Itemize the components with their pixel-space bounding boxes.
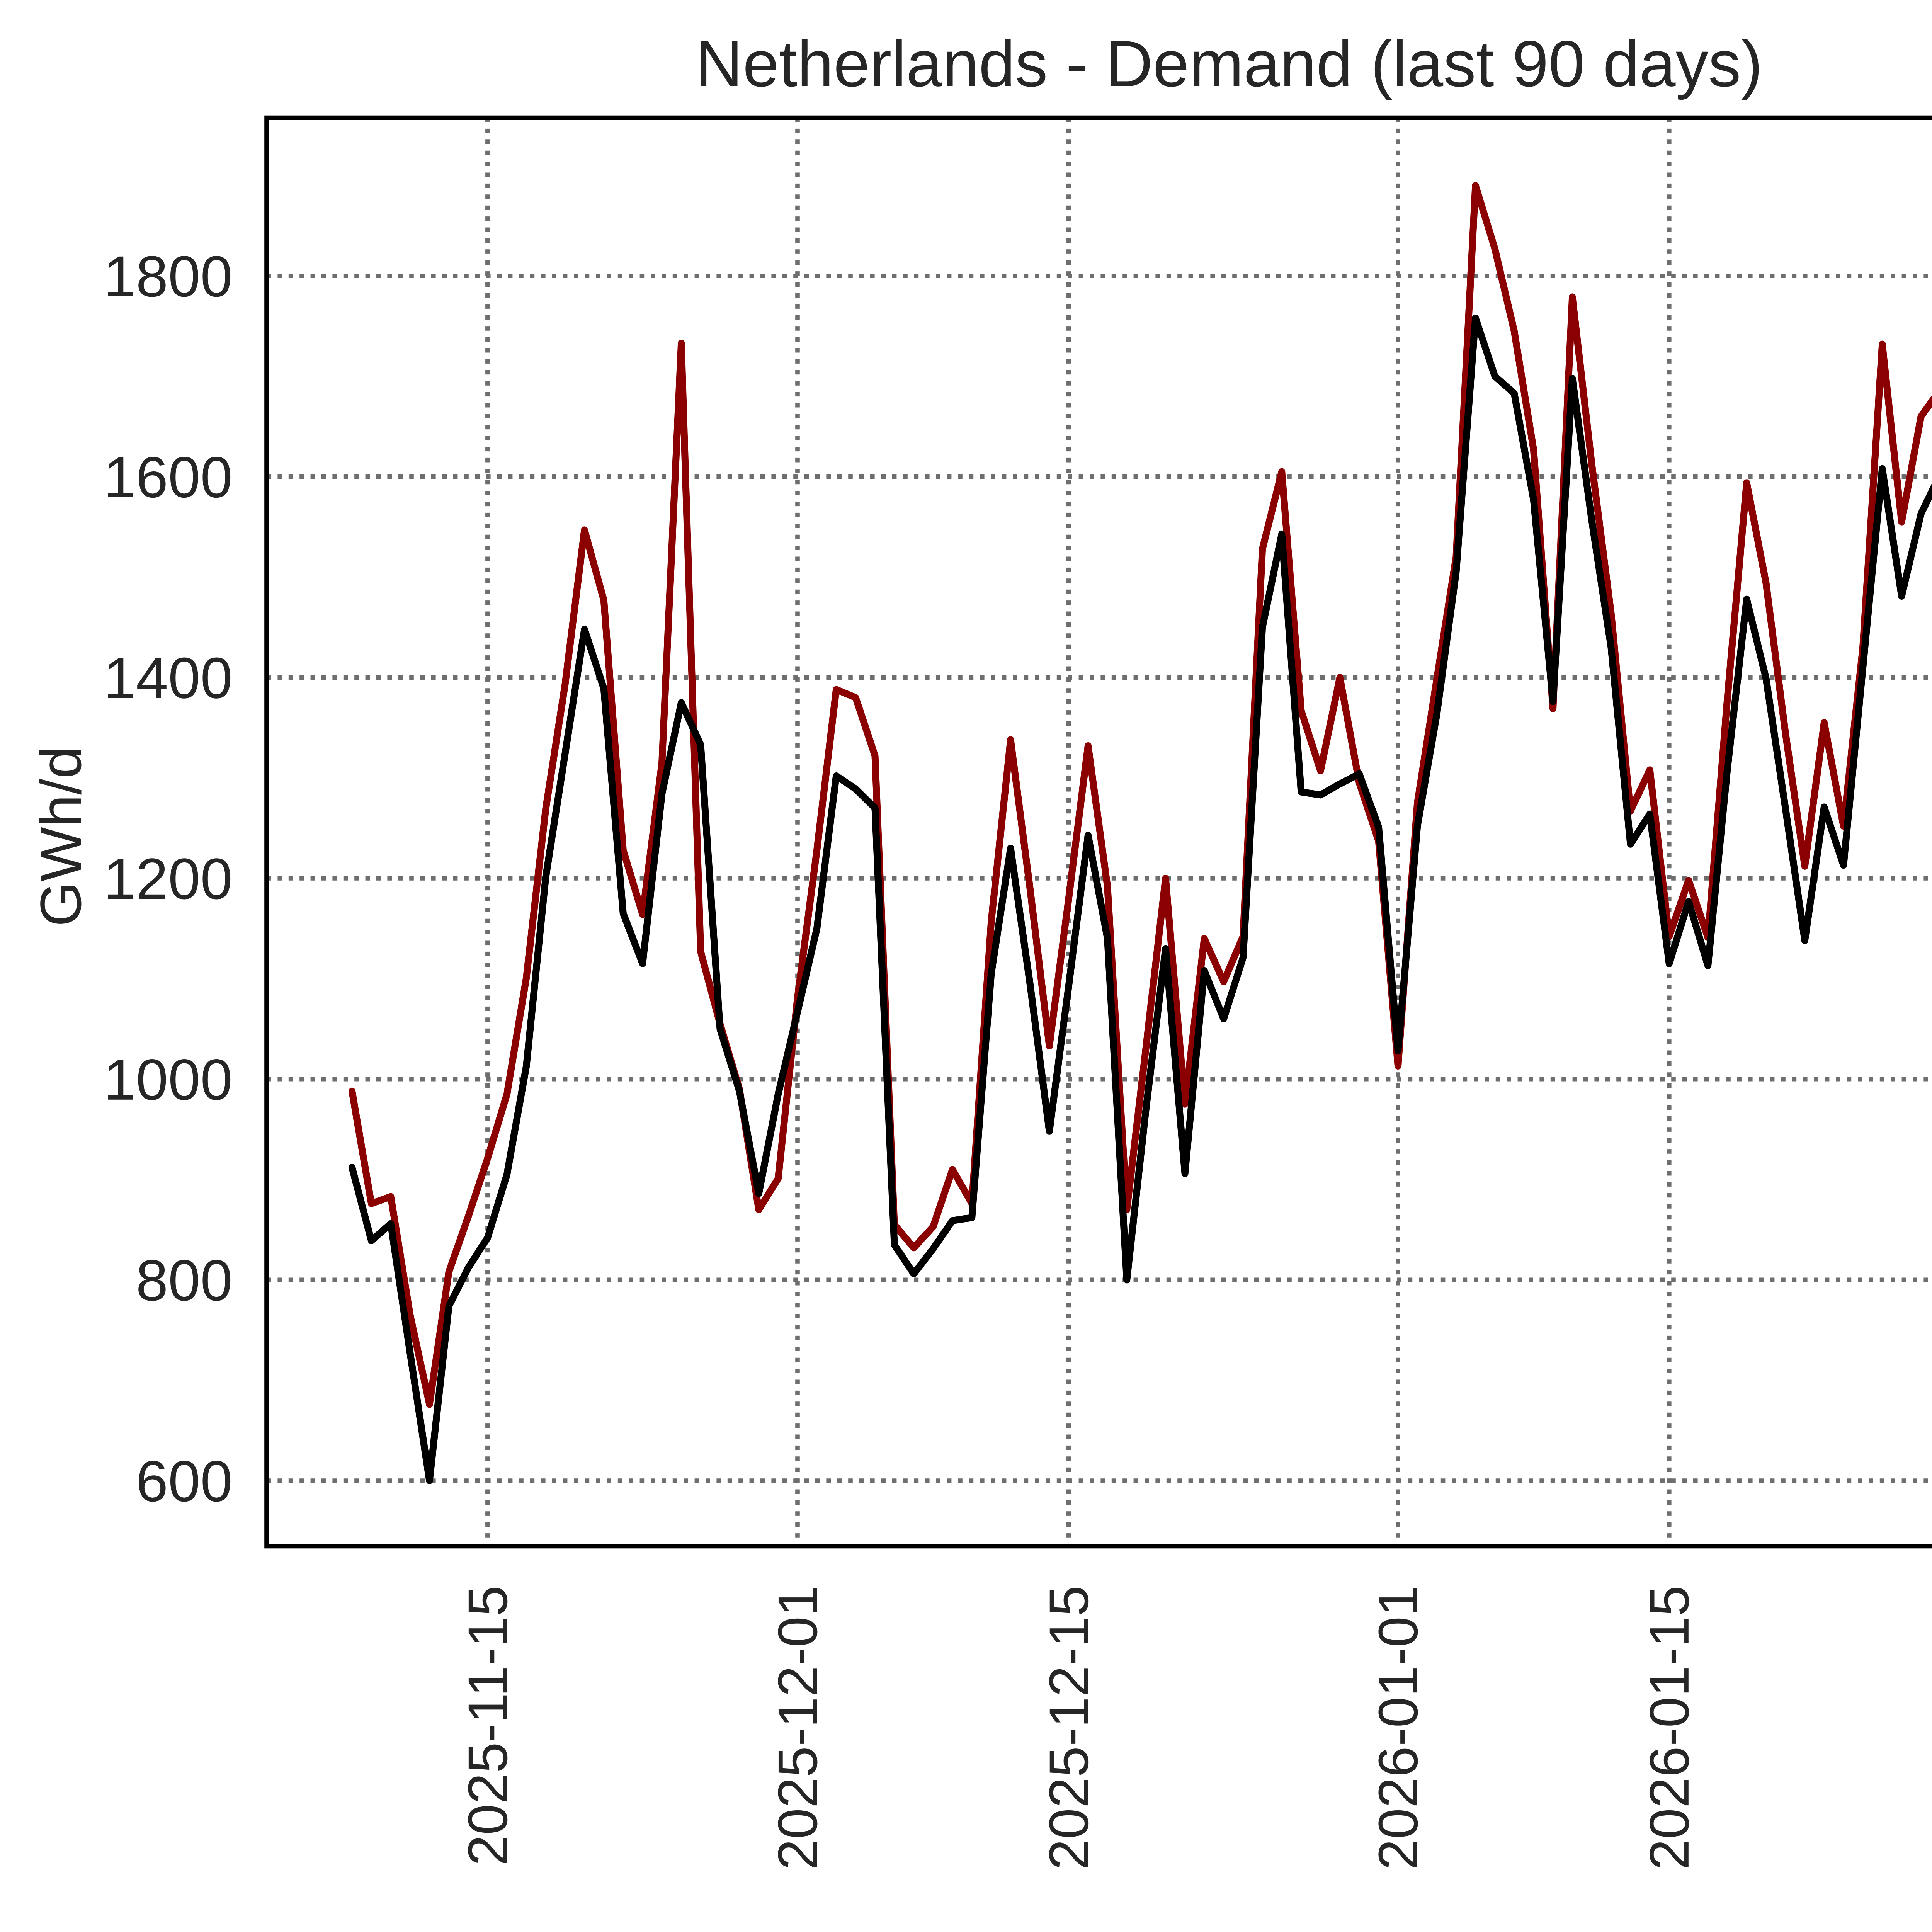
svg-text:2026-01-15: 2026-01-15 — [1638, 1585, 1701, 1870]
svg-text:2026-01-01: 2026-01-01 — [1367, 1585, 1429, 1870]
svg-text:1000: 1000 — [104, 1047, 233, 1112]
svg-text:600: 600 — [136, 1449, 233, 1514]
svg-text:Netherlands - Demand (last 90: Netherlands - Demand (last 90 days) — [696, 27, 1763, 100]
svg-text:1400: 1400 — [104, 645, 233, 710]
svg-text:2025-12-01: 2025-12-01 — [767, 1585, 829, 1870]
svg-text:GWh/d: GWh/d — [28, 747, 93, 927]
svg-text:1600: 1600 — [104, 445, 233, 510]
svg-text:1800: 1800 — [104, 244, 233, 309]
svg-text:2025-12-15: 2025-12-15 — [1038, 1585, 1100, 1870]
svg-text:800: 800 — [136, 1248, 233, 1313]
svg-text:2025-11-15: 2025-11-15 — [457, 1585, 519, 1866]
svg-text:1200: 1200 — [104, 846, 233, 911]
